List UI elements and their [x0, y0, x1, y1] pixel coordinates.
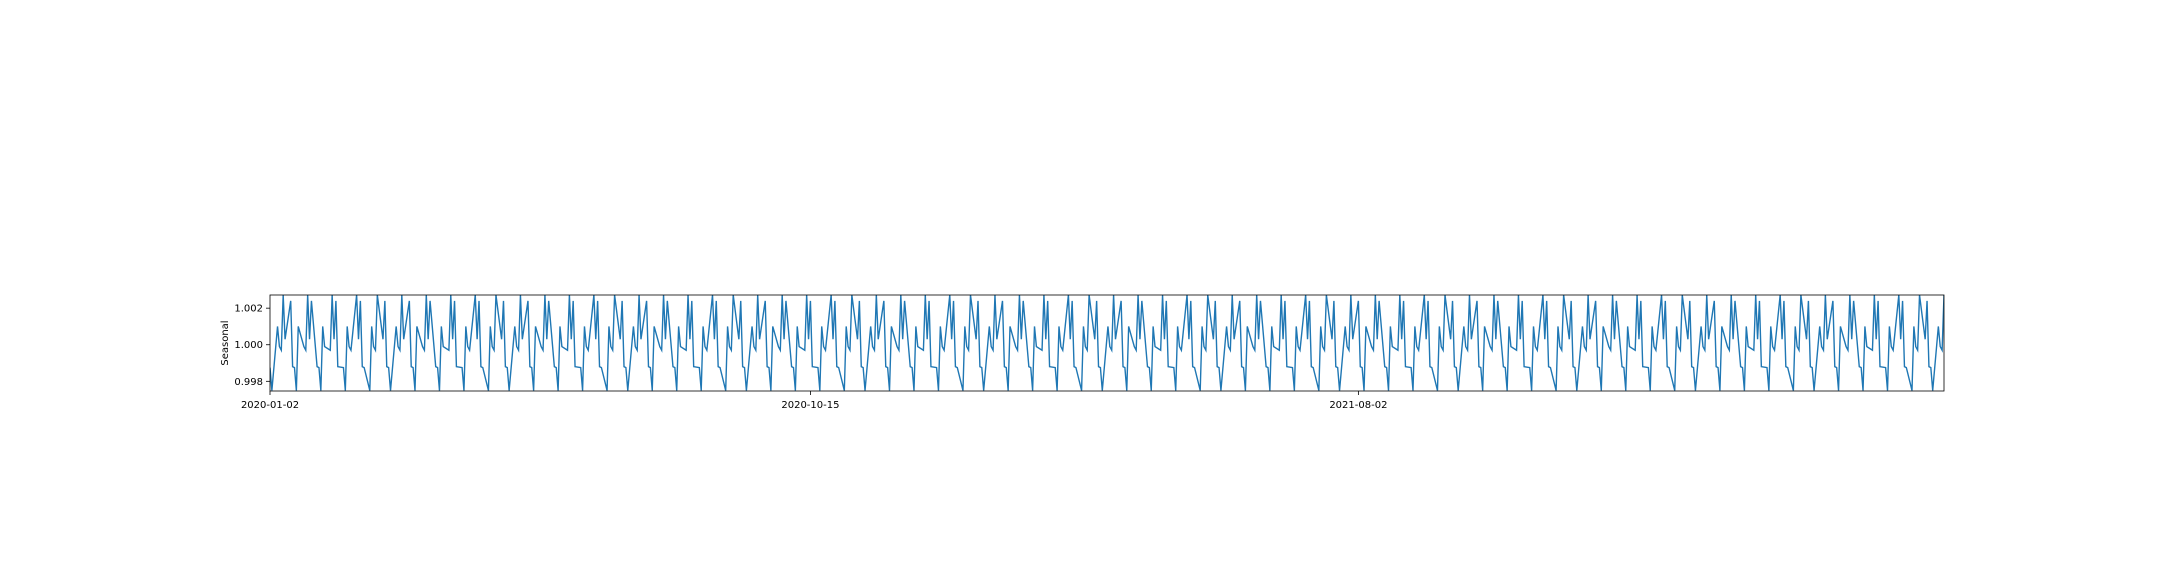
plot-area [270, 295, 1944, 391]
x-axis-ticks: 2020-01-02 2020-10-15 2021-08-02 [241, 391, 1387, 411]
y-tick-label: 0.998 [234, 377, 263, 388]
x-tick-label: 2020-10-15 [781, 400, 839, 411]
y-axis-label: Seasonal [220, 320, 231, 365]
seasonal-series-line [270, 295, 1944, 391]
axes-frame [269, 294, 1945, 392]
x-tick-label: 2020-01-02 [241, 400, 299, 411]
y-tick-label: 1.002 [234, 304, 263, 315]
x-tick-label: 2021-08-02 [1329, 400, 1387, 411]
y-tick-label: 1.000 [234, 340, 263, 351]
y-axis-ticks: 0.998 1.000 1.002 [234, 304, 270, 388]
